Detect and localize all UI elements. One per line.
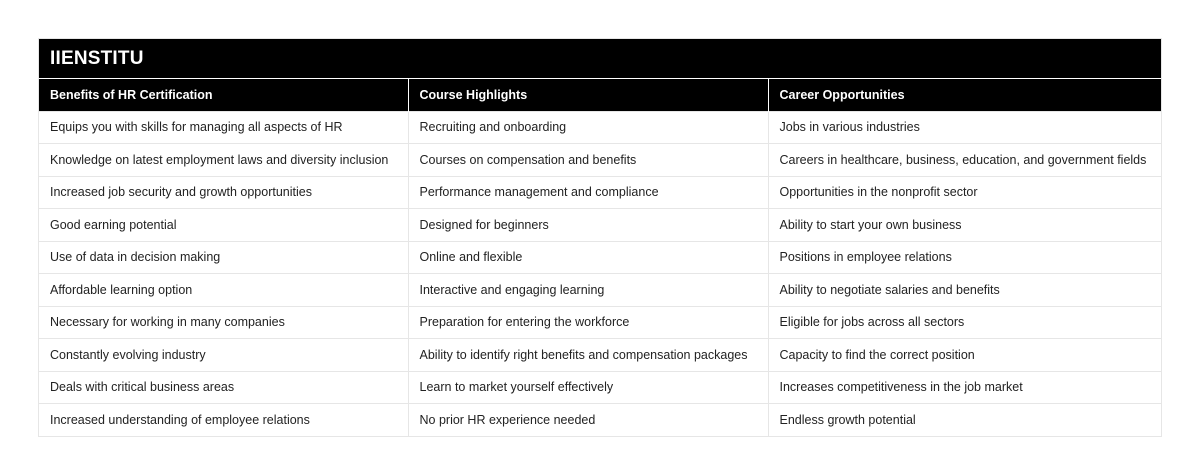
table-title: IIENSTITU bbox=[39, 39, 1161, 79]
table-cell: Recruiting and onboarding bbox=[408, 111, 769, 144]
table-cell: Necessary for working in many companies bbox=[39, 306, 409, 339]
table-cell: Knowledge on latest employment laws and … bbox=[39, 143, 409, 176]
header-row: Benefits of HR Certification Course High… bbox=[39, 79, 1161, 111]
table-row: Use of data in decision making Online an… bbox=[39, 241, 1161, 274]
table-cell: Ability to start your own business bbox=[779, 217, 962, 232]
table-row: Constantly evolving industry Ability to … bbox=[39, 338, 1161, 371]
table-cell: Ability to identify right benefits and c… bbox=[408, 338, 769, 371]
table-cell: Opportunities in the nonprofit sector bbox=[779, 185, 978, 200]
table-row: Deals with critical business areas Learn… bbox=[39, 371, 1161, 404]
table-cell: Equips you with skills for managing all … bbox=[39, 111, 409, 144]
hr-certification-table: IIENSTITU Benefits of HR Certification C… bbox=[38, 38, 1162, 437]
table-cell: Designed for beginners bbox=[408, 208, 769, 241]
column-header-career-opportunities: Career Opportunities bbox=[779, 87, 905, 102]
table-cell: Interactive and engaging learning bbox=[408, 273, 769, 306]
table-cell: Capacity to find the correct position bbox=[779, 347, 975, 362]
table-row: Equips you with skills for managing all … bbox=[39, 111, 1161, 144]
table-cell: Good earning potential bbox=[39, 208, 409, 241]
table-cell: Courses on compensation and benefits bbox=[408, 143, 769, 176]
table-cell: Preparation for entering the workforce bbox=[408, 306, 769, 339]
table-cell: Learn to market yourself effectively bbox=[408, 371, 769, 404]
table-cell: Deals with critical business areas bbox=[39, 371, 409, 404]
table-row: Increased job security and growth opport… bbox=[39, 176, 1161, 209]
table-cell: Jobs in various industries bbox=[779, 120, 920, 135]
table-cell: Constantly evolving industry bbox=[39, 338, 409, 371]
table-cell: Increased understanding of employee rela… bbox=[39, 403, 409, 436]
table-row: Increased understanding of employee rela… bbox=[39, 403, 1161, 436]
table-row: Knowledge on latest employment laws and … bbox=[39, 143, 1161, 176]
table-row: Necessary for working in many companies … bbox=[39, 306, 1161, 339]
table-row: Good earning potential Designed for begi… bbox=[39, 208, 1161, 241]
table-row: Affordable learning option Interactive a… bbox=[39, 273, 1161, 306]
table-cell: Ability to negotiate salaries and benefi… bbox=[779, 282, 1000, 297]
table-cell: Endless growth potential bbox=[779, 413, 916, 427]
table-cell: No prior HR experience needed bbox=[408, 403, 769, 436]
column-header-benefits: Benefits of HR Certification bbox=[39, 79, 409, 111]
table-cell: Eligible for jobs across all sectors bbox=[779, 315, 965, 330]
table-cell: Increased job security and growth opport… bbox=[39, 176, 409, 209]
table-cell: Online and flexible bbox=[408, 241, 769, 274]
table-cell: Affordable learning option bbox=[39, 273, 409, 306]
table-cell: Careers in healthcare, business, educati… bbox=[779, 152, 1147, 167]
table-cell: Positions in employee relations bbox=[779, 250, 952, 265]
table-cell: Use of data in decision making bbox=[39, 241, 409, 274]
table-cell: Increases competitiveness in the job mar… bbox=[779, 380, 1023, 395]
column-header-course-highlights: Course Highlights bbox=[408, 79, 769, 111]
table-cell: Performance management and compliance bbox=[408, 176, 769, 209]
data-table: Benefits of HR Certification Course High… bbox=[39, 79, 1161, 436]
